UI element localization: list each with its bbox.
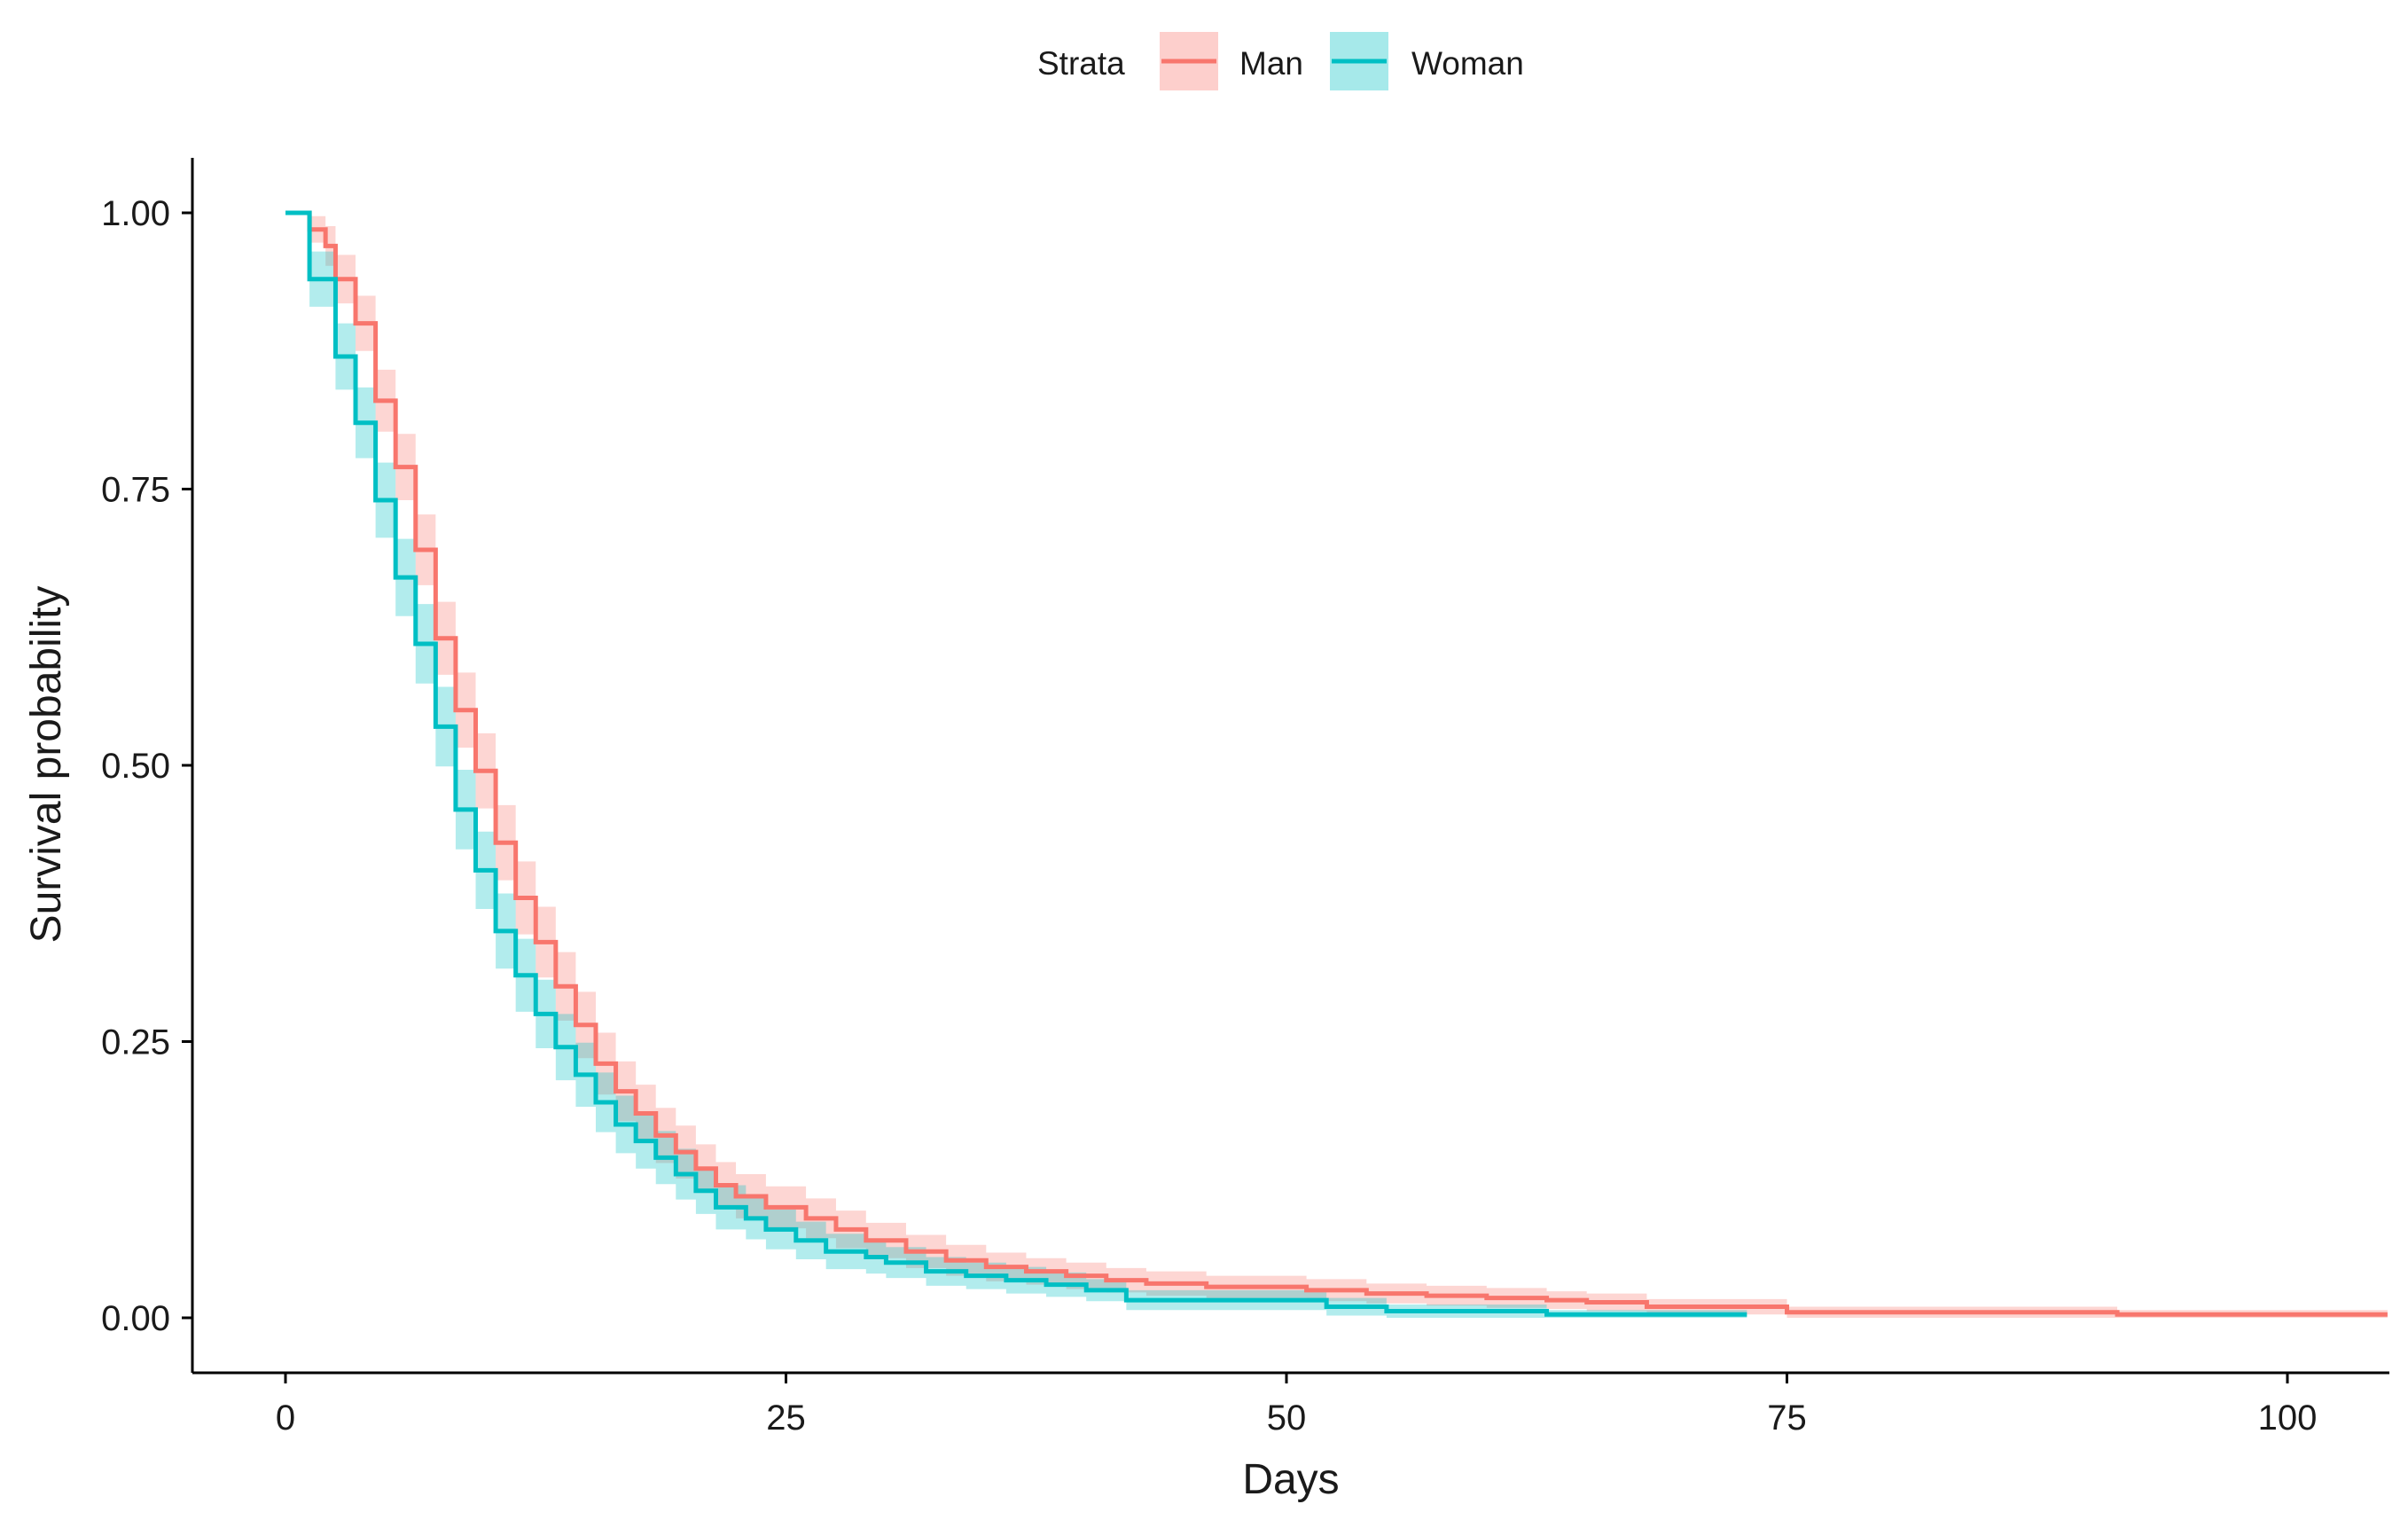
y-tick-label: 1.00 <box>101 194 170 233</box>
y-tick-label: 0.25 <box>101 1023 170 1062</box>
y-tick-label: 0.00 <box>101 1299 170 1338</box>
x-tick-label: 75 <box>1767 1399 1807 1438</box>
x-tick-label: 25 <box>766 1399 806 1438</box>
x-tick-label: 50 <box>1267 1399 1307 1438</box>
survival-curve-man <box>285 210 2388 1317</box>
x-tick-label: 100 <box>2258 1399 2318 1438</box>
confidence-band-woman <box>285 213 1747 1318</box>
y-ticks: 0.00 0.25 0.50 0.75 1.00 <box>101 194 192 1338</box>
x-axis-title: Days <box>1242 1456 1339 1503</box>
y-tick-label: 0.50 <box>101 747 170 786</box>
confidence-band-man <box>285 213 2388 1318</box>
legend-label-woman: Woman <box>1411 45 1524 82</box>
x-ticks: 0 25 50 75 100 <box>276 1373 2318 1438</box>
x-tick-label: 0 <box>276 1399 295 1438</box>
y-tick-label: 0.75 <box>101 471 170 510</box>
legend: Strata Man Woman <box>1037 32 1524 90</box>
survival-curves <box>285 210 2388 1317</box>
confidence-bands <box>285 213 2388 1318</box>
survival-curve-woman <box>285 210 1747 1317</box>
legend-label-man: Man <box>1239 45 1303 82</box>
y-axis-title: Survival probability <box>23 586 70 944</box>
legend-title: Strata <box>1037 45 1125 82</box>
